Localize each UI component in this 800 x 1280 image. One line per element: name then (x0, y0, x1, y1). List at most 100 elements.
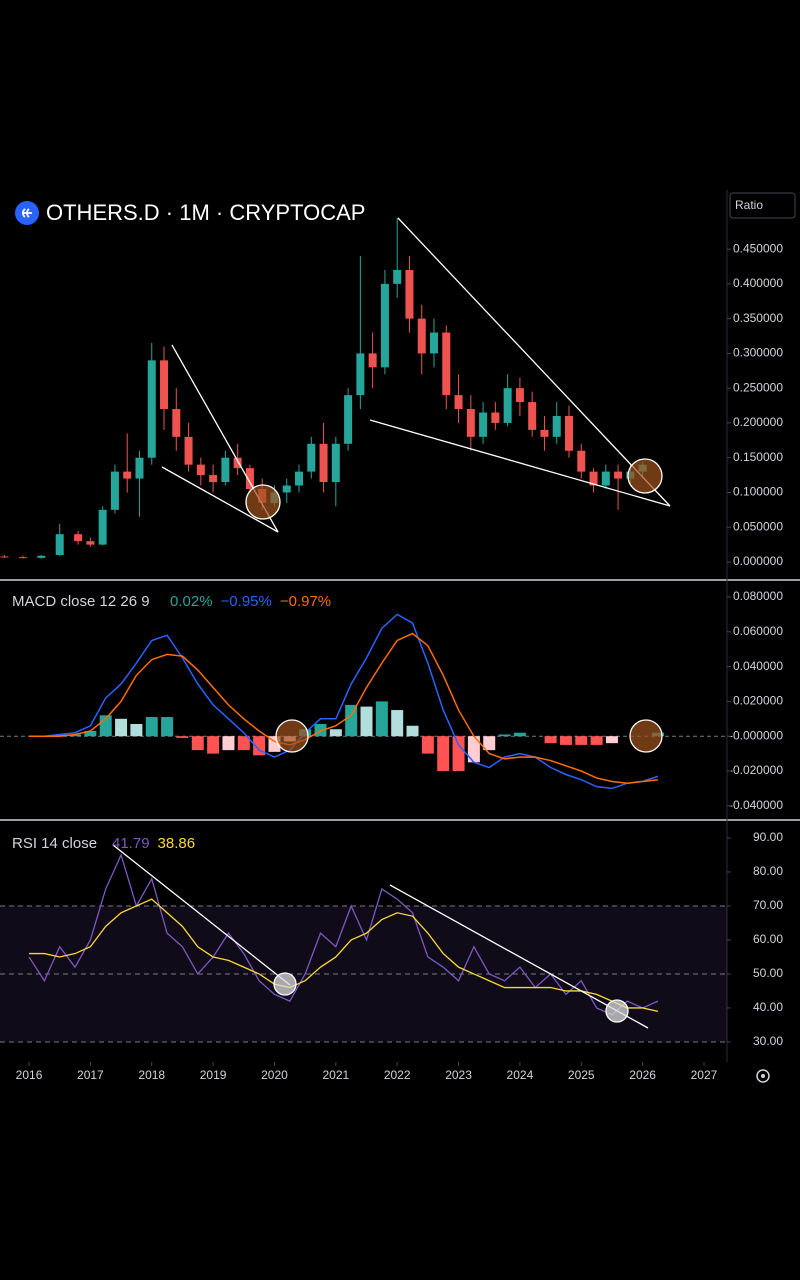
candle-body (55, 534, 64, 556)
y-tick-label: 0.350000 (733, 311, 783, 325)
histogram-bar (176, 736, 189, 738)
highlight (605, 999, 629, 1023)
histogram-bar (406, 725, 419, 737)
readout-value: −0.95% (221, 593, 272, 610)
pane-title: RSI 14 close (12, 835, 97, 852)
histogram-bar (391, 710, 404, 737)
candle-body (184, 436, 193, 465)
y-tick-label: -0.000000 (729, 728, 783, 742)
rsi-ma-line (29, 898, 659, 1012)
candle-body (74, 534, 83, 542)
gear-center[interactable] (761, 1074, 765, 1078)
y-tick-label: 80.00 (753, 864, 783, 878)
x-tick-label: 2023 (445, 1068, 472, 1082)
histogram-bar (69, 734, 82, 737)
x-tick-label: 2020 (261, 1068, 288, 1082)
candle-body (147, 360, 156, 458)
histogram-bar (421, 736, 434, 754)
macd-line (29, 613, 659, 790)
histogram-bar (360, 706, 373, 737)
settings-icon[interactable] (756, 1069, 770, 1083)
candle-body (282, 485, 291, 493)
histogram-bar (437, 736, 450, 772)
candle-body (479, 412, 488, 437)
readouts: 41.79 38.86 (112, 835, 195, 852)
histogram-bar (84, 730, 97, 737)
histogram-bar (375, 701, 388, 737)
y-tick-label: 0.450000 (733, 241, 783, 255)
candle-body (430, 332, 439, 354)
y-tick-label: 70.00 (753, 898, 783, 912)
histogram-bar (498, 734, 511, 737)
y-tick-label: 0.400000 (733, 276, 783, 290)
y-tick-label: 0.200000 (733, 415, 783, 429)
candle-body (454, 395, 463, 410)
y-tick-label: 60.00 (753, 932, 783, 946)
y-tick-label: 0.040000 (733, 659, 783, 673)
histogram-bar (513, 732, 526, 737)
rsi-line (28, 853, 659, 1016)
x-tick-label: 2027 (691, 1068, 718, 1082)
y-tick-label: 0.080000 (733, 589, 783, 603)
histogram-bar (237, 736, 250, 751)
highlight (629, 719, 663, 753)
histogram-bar (161, 717, 174, 737)
x-tick-label: 2017 (77, 1068, 104, 1082)
y-tick-label: -0.020000 (729, 763, 783, 777)
trendline (112, 844, 291, 986)
candle-body (589, 471, 598, 486)
candle-body (160, 360, 169, 410)
candle-body (245, 468, 254, 489)
trendline (369, 419, 671, 507)
x-tick-label: 2024 (507, 1068, 534, 1082)
candle-body (331, 443, 340, 483)
candle-body (503, 388, 512, 423)
scale-button[interactable] (729, 192, 796, 219)
y-tick-label: 0.250000 (733, 380, 783, 394)
y-tick-label: 90.00 (753, 830, 783, 844)
x-tick-label: 2021 (322, 1068, 349, 1082)
highlight (627, 458, 663, 494)
y-tick-label: 0.100000 (733, 485, 783, 499)
y-tick-label: 50.00 (753, 966, 783, 980)
x-tick-label: 2018 (138, 1068, 165, 1082)
x-tick-label: 2026 (629, 1068, 656, 1082)
candle-body (601, 471, 610, 486)
highlight (273, 972, 297, 996)
y-tick-label: 0.300000 (733, 346, 783, 360)
histogram-bar (575, 736, 588, 745)
x-tick-label: 2022 (384, 1068, 411, 1082)
highlight (275, 719, 309, 753)
histogram-bar (207, 736, 220, 754)
histogram-bar (222, 736, 235, 751)
logo-icon (22, 208, 32, 218)
chart-title: OTHERS.D · 1M · CRYPTOCAP (46, 200, 365, 225)
y-tick-label: 30.00 (753, 1034, 783, 1048)
y-tick-label: 0.020000 (733, 694, 783, 708)
candle-body (552, 415, 561, 437)
histogram-bar (483, 736, 496, 751)
histogram-bar (544, 736, 557, 744)
x-tick-label: 2016 (16, 1068, 43, 1082)
scale-label[interactable]: Ratio (735, 198, 763, 212)
candle-body (540, 429, 549, 437)
gear[interactable] (756, 1069, 770, 1083)
pane-title: MACD close 12 26 9 (12, 593, 150, 610)
highlight (245, 484, 281, 520)
candle-body (233, 457, 242, 469)
histogram-bar (253, 736, 266, 756)
plot-layer (0, 217, 727, 1043)
candle-body (442, 332, 451, 396)
candle-body (356, 353, 365, 396)
candle-body (209, 475, 218, 483)
y-tick-label: 0.060000 (733, 624, 783, 638)
trendline (389, 884, 649, 1029)
histogram-bar (605, 736, 618, 744)
candle-body (110, 471, 119, 510)
candle-body (614, 471, 623, 479)
candle-body (98, 509, 107, 545)
candle-body (0, 556, 9, 558)
candle-body (515, 388, 524, 403)
